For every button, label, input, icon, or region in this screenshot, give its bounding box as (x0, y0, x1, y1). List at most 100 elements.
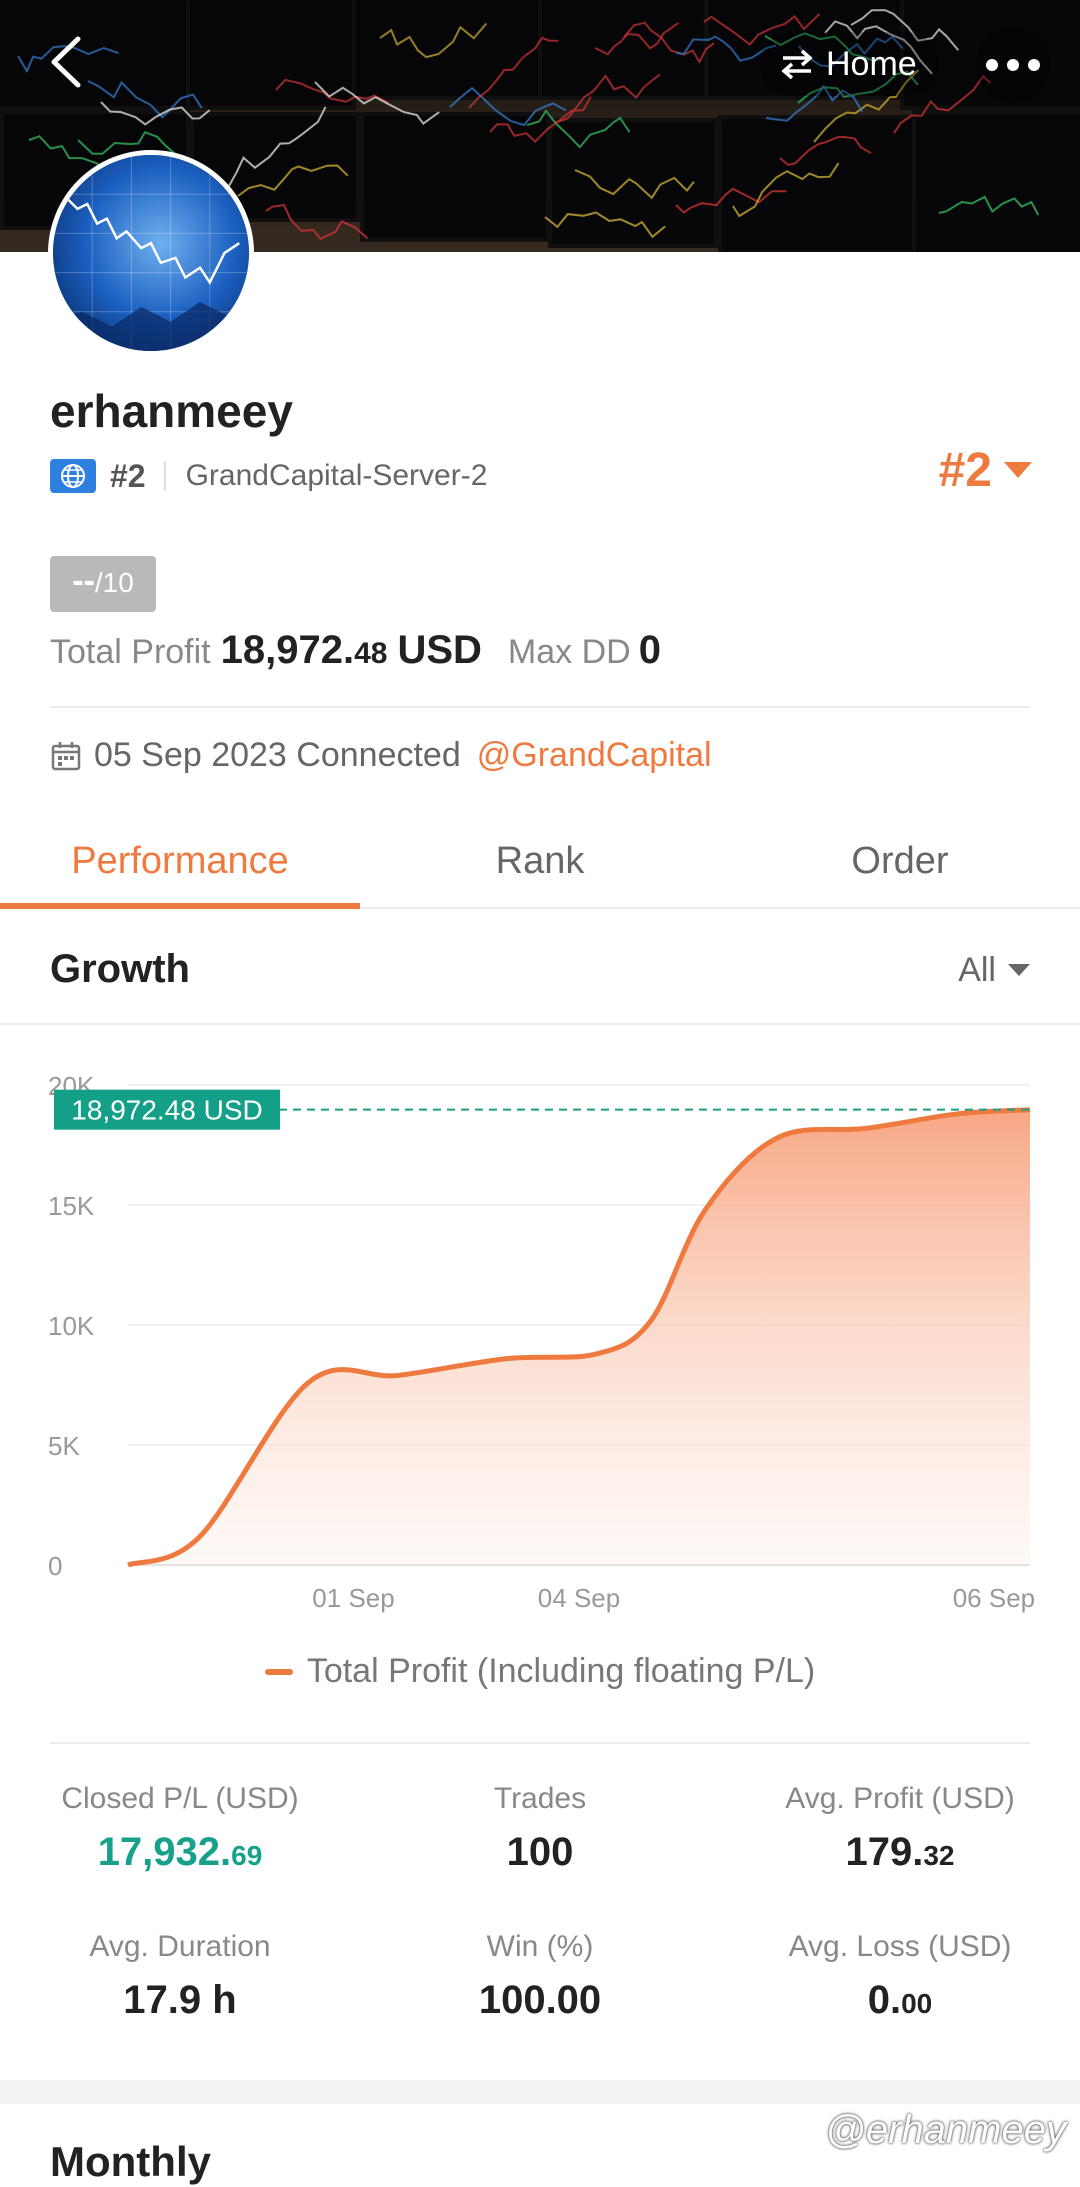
banner-line (379, 22, 488, 59)
profit-summary: Total Profit 18,972. 48 USD Max DD 0 (50, 628, 661, 673)
divider (50, 706, 1030, 708)
banner-line (87, 80, 203, 119)
more-options-button[interactable] (976, 28, 1050, 102)
banner-line (797, 70, 919, 104)
profile-tabs: Performance Rank Order (0, 815, 1080, 909)
banner-line (813, 69, 920, 143)
growth-header: Growth All (0, 911, 1080, 1025)
banner-line (468, 36, 559, 109)
back-button[interactable] (38, 30, 94, 94)
banner-line (824, 20, 933, 75)
banner-line (574, 169, 695, 200)
tab-order[interactable]: Order (851, 839, 949, 882)
banner-line (623, 21, 715, 64)
tab-performance[interactable]: Performance (0, 815, 360, 909)
banner-line (850, 9, 959, 51)
home-label: Home (826, 44, 917, 83)
total-profit-integer: 18,972. (220, 628, 355, 672)
cover-banner: Home (0, 0, 1080, 252)
win-label: Win (%) (486, 1930, 594, 1963)
banner-line (100, 101, 211, 126)
score-max: /10 (94, 567, 134, 598)
avatar-chart-image (53, 155, 249, 351)
avg-profit-value: 179.32 (720, 1830, 1080, 1875)
banner-line (675, 187, 787, 214)
globe-icon (50, 459, 96, 493)
score-badge: -- /10 (50, 556, 156, 612)
divider (50, 1742, 1030, 1744)
banner-line (764, 32, 881, 62)
more-dots-icon (986, 59, 1040, 71)
series-area (128, 1109, 1030, 1565)
avg-profit-integer: 179. (845, 1830, 924, 1874)
score-value: -- (72, 562, 95, 600)
connected-date: 05 Sep 2023 Connected (94, 736, 461, 774)
stat-avg-duration: Avg. Duration 17.9 h (0, 1930, 360, 2023)
banner-line (544, 211, 666, 239)
banner-line (275, 78, 389, 104)
banner-line (228, 106, 327, 187)
chart-legend: Total Profit (Including floating P/L) (0, 1652, 1080, 1691)
period-filter-dropdown[interactable]: All (958, 951, 1030, 990)
max-dd-label: Max DD (507, 633, 631, 671)
x-tick-label: 04 Sep (538, 1583, 620, 1613)
tab-rank[interactable]: Rank (495, 839, 585, 882)
banner-line (17, 45, 119, 74)
banner-line (765, 84, 864, 122)
stat-avg-loss: Avg. Loss (USD) 0.00 (720, 1930, 1080, 2023)
banner-line (732, 162, 840, 218)
series-line (127, 1107, 1031, 1568)
y-tick-label: 0 (48, 1551, 62, 1581)
max-dd-value: 0 (638, 628, 661, 672)
monthly-title: Monthly (50, 2138, 211, 2185)
win-value: 100.00 (478, 1978, 602, 2022)
avg-duration-value: 17.9 h (123, 1978, 237, 2022)
avatar[interactable] (48, 150, 254, 356)
total-profit-decimal: 48 (354, 637, 388, 670)
banner-line (314, 81, 440, 125)
stat-trades: Trades 100 (360, 1782, 720, 1875)
avg-loss-label: Avg. Loss (USD) (788, 1930, 1012, 1963)
closed-pl-label: Closed P/L (USD) (61, 1782, 299, 1815)
closed-pl-decimal: 69 (231, 1840, 263, 1871)
section-gap (0, 2080, 1080, 2104)
y-tick-label: 5K (48, 1431, 80, 1461)
avg-profit-label: Avg. Profit (USD) (785, 1782, 1015, 1815)
watermark-text: @erhanmeey (825, 2108, 1066, 2152)
avg-profit-decimal: 32 (923, 1840, 955, 1871)
overall-rank-dropdown[interactable]: #2 (939, 443, 1032, 498)
y-tick-label: 10K (48, 1311, 95, 1341)
stat-closed-pl: Closed P/L (USD) 17,932.69 (0, 1782, 360, 1875)
trades-value: 100 (506, 1830, 574, 1874)
banner-line (703, 13, 821, 46)
total-profit-currency: USD (397, 628, 482, 672)
x-tick-label: 06 Sep (953, 1583, 1035, 1613)
legend-label: Total Profit (Including floating P/L) (306, 1652, 816, 1690)
banner-line (798, 35, 904, 68)
market-lines-decoration (17, 9, 1040, 241)
broker-link[interactable]: @GrandCapital (476, 736, 712, 774)
connection-info: 05 Sep 2023 Connected @GrandCapital (50, 736, 712, 775)
banner-line (526, 109, 631, 149)
caret-down-icon (1004, 461, 1032, 478)
current-value-tag (54, 1089, 280, 1130)
account-meta-row: #2 GrandCapital-Server-2 (50, 455, 487, 497)
total-profit-label: Total Profit (50, 633, 211, 671)
banner-line (449, 86, 567, 127)
y-tick-label: 15K (48, 1191, 95, 1221)
banner-line (893, 74, 992, 134)
calendar-icon (51, 741, 81, 770)
caret-down-icon (1008, 963, 1030, 976)
x-tick-label: 01 Sep (312, 1583, 394, 1613)
home-button[interactable]: Home (760, 32, 939, 96)
stat-win-rate: Win (%) 100.00 (360, 1930, 720, 2023)
banner-line (938, 195, 1040, 216)
banner-line (265, 203, 369, 241)
banner-line (553, 73, 661, 124)
trades-label: Trades (493, 1782, 587, 1815)
current-value-label: 18,972.48 USD (71, 1095, 262, 1126)
server-name: GrandCapital-Server-2 (185, 459, 488, 492)
banner-line (779, 135, 872, 166)
avg-loss-value: 0.00 (720, 1978, 1080, 2023)
